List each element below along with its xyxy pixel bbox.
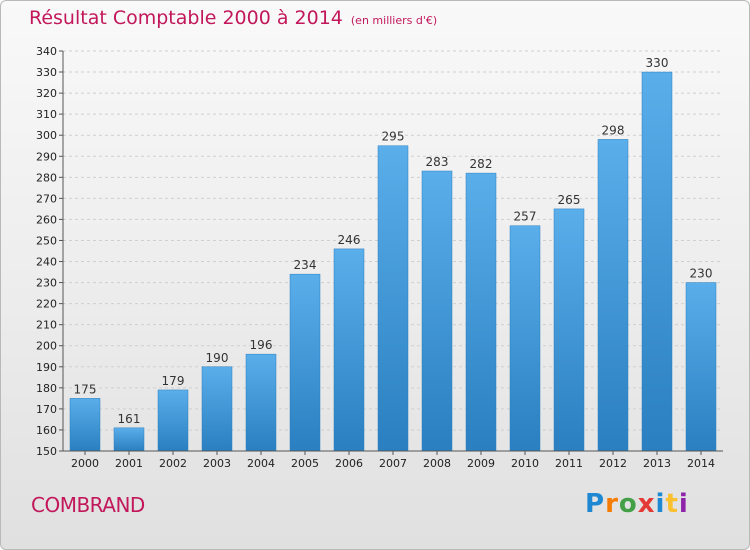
bars: 175 161 179 190 196 234 246 295 283 282 257 265 298 3…: [69, 56, 717, 452]
x-tick-label: 2000: [71, 457, 99, 470]
y-tick-label: 310: [36, 108, 57, 121]
bar-2000: [69, 398, 101, 452]
bar-2006: [333, 248, 365, 452]
data-label-2012: 298: [602, 123, 625, 137]
x-tick-label: 2002: [159, 457, 187, 470]
y-tick-label: 150: [36, 445, 57, 458]
y-tick-label: 220: [36, 298, 57, 311]
x-tick-label: 2001: [115, 457, 143, 470]
x-axis: 2000 2001 2002 2003 2004 2005 2006 2007 2008 2009…: [63, 450, 723, 470]
bar-2002: [157, 389, 189, 452]
y-tick-label: 300: [36, 129, 57, 142]
y-tick-label: 200: [36, 340, 57, 353]
bar-2003: [201, 366, 233, 452]
y-axis: 150 160 170 180 190 200 210 220 230 240 250 260 270 2…: [36, 45, 64, 458]
bar-2008: [421, 170, 453, 452]
logo-letter: r: [605, 489, 619, 519]
bar-2014: [685, 282, 717, 452]
y-tick-label: 340: [36, 45, 57, 58]
logo-letter: P: [585, 489, 606, 519]
data-label-2001: 161: [118, 412, 141, 426]
bar-2011: [553, 208, 585, 452]
y-tick-label: 260: [36, 213, 57, 226]
data-label-2003: 190: [206, 351, 229, 365]
data-label-2014: 230: [690, 267, 713, 281]
logo-letter: t: [665, 489, 679, 519]
y-tick-label: 320: [36, 87, 57, 100]
data-label-2009: 282: [470, 157, 493, 171]
y-tick-label: 280: [36, 171, 57, 184]
chart-subtitle: (en milliers d'€): [350, 14, 438, 27]
y-tick-label: 170: [36, 403, 57, 416]
bar-2013: [641, 71, 673, 452]
bar-2004: [245, 353, 277, 452]
y-tick-label: 210: [36, 319, 57, 332]
data-label-2002: 179: [162, 374, 185, 388]
y-tick-label: 330: [36, 66, 57, 79]
x-tick-label: 2004: [247, 457, 275, 470]
logo-letter: o: [618, 489, 638, 519]
data-label-2010: 257: [514, 210, 537, 224]
data-label-2006: 246: [338, 233, 361, 247]
y-tick-label: 160: [36, 424, 57, 437]
x-tick-label: 2006: [335, 457, 363, 470]
y-tick-label: 270: [36, 192, 57, 205]
proxiti-logo: Proxiti: [585, 489, 689, 519]
logo-letter: i: [678, 489, 689, 519]
x-tick-label: 2007: [379, 457, 407, 470]
y-tick-label: 190: [36, 361, 57, 374]
y-tick-label: 230: [36, 277, 57, 290]
data-label-2013: 330: [646, 56, 669, 70]
y-tick-label: 290: [36, 150, 57, 163]
bar-2009: [465, 172, 497, 452]
bar-2001: [113, 427, 145, 452]
data-label-2004: 196: [250, 338, 273, 352]
bar-2007: [377, 145, 409, 452]
data-label-2000: 175: [74, 382, 97, 396]
x-tick-label: 2013: [643, 457, 671, 470]
commune-name: COMBRAND: [31, 493, 145, 517]
bar-2012: [597, 139, 629, 452]
data-label-2007: 295: [382, 130, 405, 144]
bar-2010: [509, 225, 541, 452]
data-label-2011: 265: [558, 193, 581, 207]
logo-letter: i: [655, 489, 666, 519]
x-tick-label: 2005: [291, 457, 319, 470]
chart-title: Résultat Comptable 2000 à 2014 (en millie…: [29, 7, 437, 29]
x-tick-label: 2012: [599, 457, 627, 470]
x-tick-label: 2014: [687, 457, 715, 470]
x-tick-label: 2010: [511, 457, 539, 470]
chart-title-text: Résultat Comptable 2000 à 2014: [29, 7, 343, 29]
y-tick-label: 240: [36, 256, 57, 269]
data-label-2005: 234: [294, 258, 317, 272]
logo-letter: x: [637, 489, 656, 519]
x-tick-label: 2008: [423, 457, 451, 470]
x-tick-label: 2009: [467, 457, 495, 470]
x-tick-label: 2011: [555, 457, 583, 470]
y-tick-label: 180: [36, 382, 57, 395]
data-label-2008: 283: [426, 155, 449, 169]
x-tick-label: 2003: [203, 457, 231, 470]
y-tick-label: 250: [36, 234, 57, 247]
bar-2005: [289, 273, 321, 452]
